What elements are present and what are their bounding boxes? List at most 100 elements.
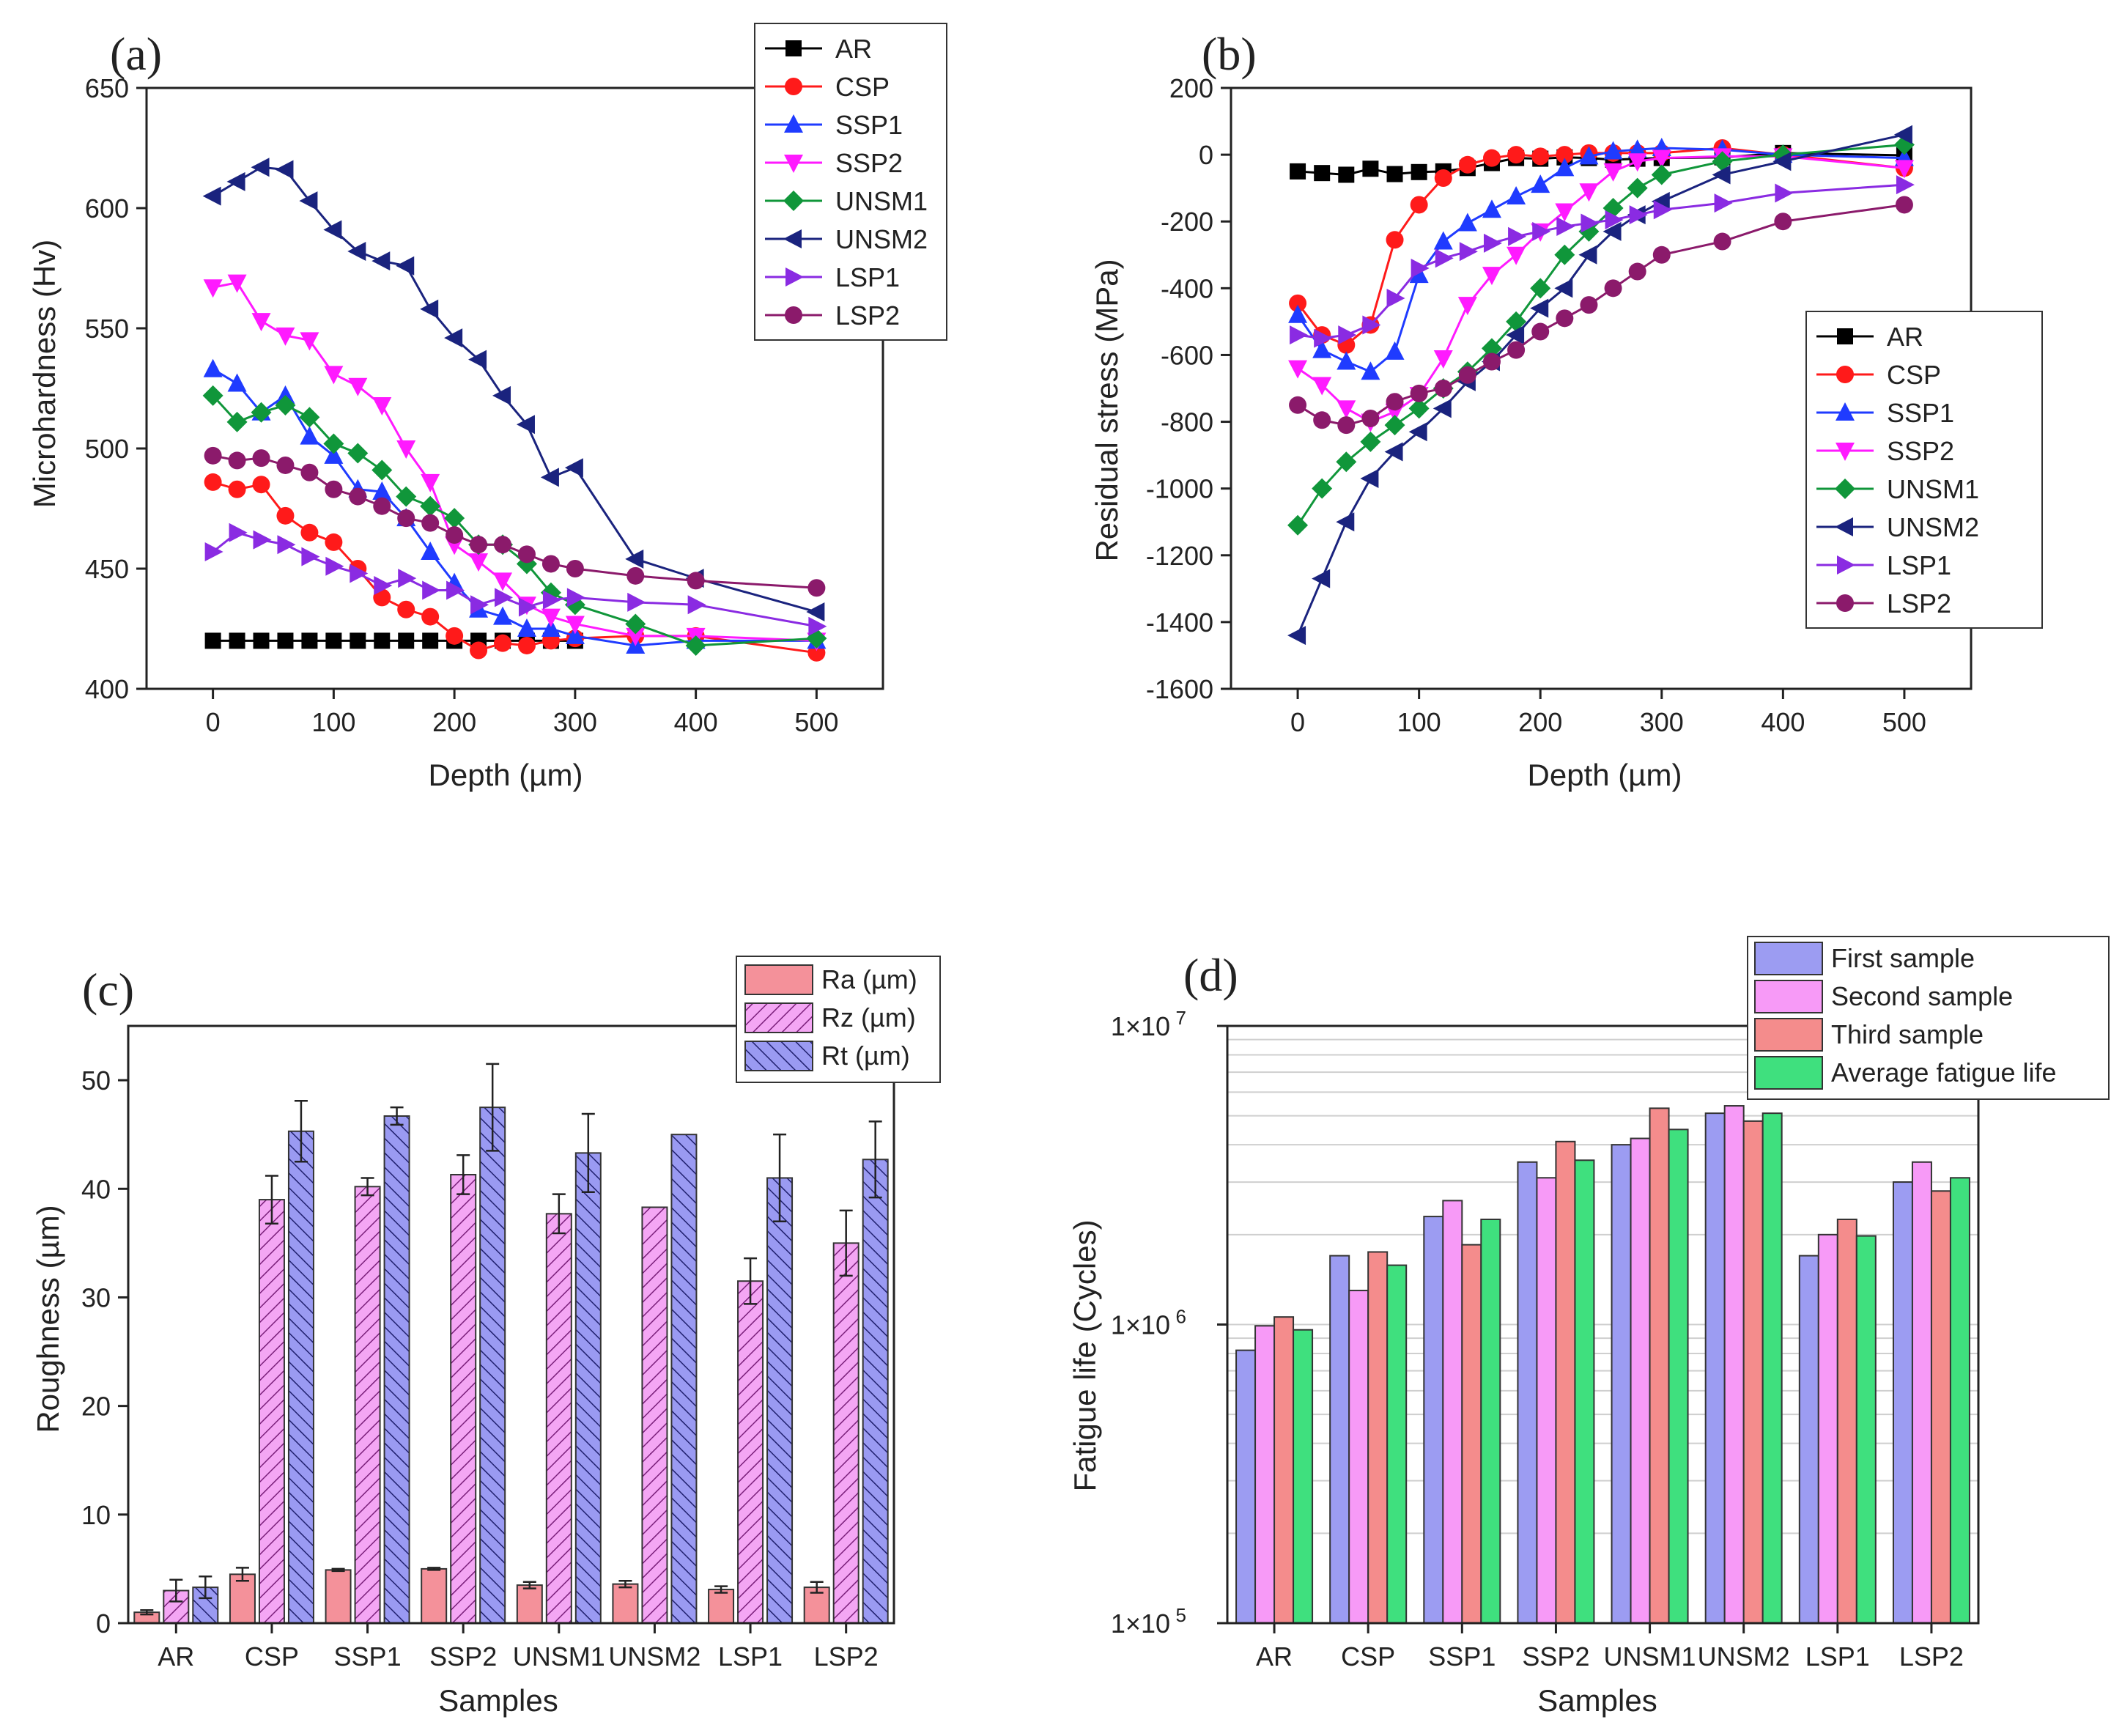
panel-c-legend-entry-rz-m: Rz (µm) bbox=[744, 1002, 916, 1033]
panel-a-unsm2-point bbox=[806, 602, 825, 622]
panel-d-bar-first-sample bbox=[1235, 1349, 1257, 1624]
panel-c-x-tick-label: SSP2 bbox=[429, 1641, 497, 1672]
chart-panel-a: (a) Depth (µm) Microhardness (Hv) 0 100 20… bbox=[27, 23, 947, 792]
panel-a-ar-point bbox=[204, 632, 221, 649]
panel-b-lsp2-point bbox=[1556, 309, 1574, 328]
panel-c-x-tick-label: LSP1 bbox=[718, 1641, 783, 1672]
panel-a-csp-point bbox=[494, 634, 512, 652]
panel-a-ssp2-point bbox=[203, 279, 223, 298]
panel-d-legend-swatch bbox=[1754, 1018, 1823, 1052]
panel-b-unsm1-point bbox=[1651, 164, 1672, 185]
panel-d-bar-second-sample bbox=[1536, 1177, 1557, 1625]
panel-a-legend-swatch-marker bbox=[785, 306, 802, 324]
panel-a-lsp1-point bbox=[627, 592, 646, 612]
panel-a-csp-point bbox=[421, 607, 440, 626]
panel-d-bar-third-sample bbox=[1649, 1107, 1670, 1624]
panel-a-unsm2-point bbox=[347, 242, 366, 262]
panel-c-bar-rz-m bbox=[354, 1186, 381, 1624]
panel-a-legend-entry-unsm1: UNSM1 bbox=[765, 186, 928, 216]
panel-a-lsp1-point bbox=[495, 588, 514, 607]
panel-a-lsp2-point bbox=[252, 449, 270, 468]
panel-a-legend-box bbox=[754, 23, 947, 341]
panel-b-ssp1-point bbox=[1579, 146, 1599, 165]
panel-d-x-tick-label: LSP2 bbox=[1899, 1641, 1964, 1672]
panel-b-legend-swatch-marker bbox=[1836, 402, 1855, 421]
panel-d-legend-entry-first-sample: First sample bbox=[1754, 942, 1975, 975]
chart-panel-b: (b) Depth (µm) Residual stress (MPa) 0 10… bbox=[1090, 28, 2043, 792]
panel-a-lsp2-point bbox=[626, 566, 645, 585]
panel-d-legend-label: Second sample bbox=[1831, 981, 2013, 1011]
panel-d-legend-entry-second-sample: Second sample bbox=[1754, 980, 2013, 1013]
panel-b-legend-swatch-marker bbox=[1837, 555, 1855, 575]
panel-b-unsm2-point bbox=[1651, 191, 1670, 211]
panel-a-lsp1-point bbox=[398, 569, 417, 588]
panel-b-ar-point bbox=[1314, 165, 1331, 182]
panel-b-legend-entry-csp: CSP bbox=[1816, 360, 1941, 390]
panel-b-ar-point bbox=[1338, 166, 1355, 183]
panel-b-csp-point bbox=[1531, 147, 1550, 166]
panel-a-lsp1-point bbox=[518, 597, 537, 617]
panel-b-lsp2-point bbox=[1774, 213, 1792, 231]
panel-c-bar-rt-m bbox=[479, 1107, 506, 1624]
panel-a-x-tick-label: 400 bbox=[674, 707, 718, 737]
panel-b-lsp2-point bbox=[1410, 384, 1428, 402]
panel-b-unsm1-point bbox=[1554, 244, 1575, 265]
panel-a-unsm2-point bbox=[299, 191, 318, 211]
panel-c-label: (c) bbox=[82, 964, 134, 1016]
panel-b-legend-label: LSP2 bbox=[1887, 588, 1951, 618]
panel-c-legend-entry-ra-m: Ra (µm) bbox=[744, 964, 917, 995]
panel-a-legend-swatch-marker bbox=[783, 229, 802, 248]
panel-a-unsm2-point bbox=[226, 171, 245, 191]
panel-a-unsm2-point bbox=[323, 220, 342, 240]
panel-a-series-ssp1 bbox=[203, 358, 827, 654]
panel-b-lsp1-point bbox=[1435, 248, 1454, 268]
panel-d-y-tick-label: 1×10 7 bbox=[1111, 1007, 1186, 1041]
panel-b-unsm1-point bbox=[1312, 478, 1333, 499]
panel-a-x-tick-label: 300 bbox=[553, 707, 597, 737]
panel-b-lsp2-point bbox=[1482, 352, 1501, 371]
panel-a-unsm1-point bbox=[347, 443, 369, 464]
panel-b-ar-point bbox=[1411, 163, 1427, 180]
panel-d-x-tick-label: UNSM2 bbox=[1698, 1641, 1790, 1672]
panel-b-ssp2-point bbox=[1627, 153, 1647, 172]
panel-a-legend-swatch-marker bbox=[785, 267, 804, 287]
panel-c-bar-ra-m bbox=[325, 1569, 352, 1624]
panel-b-lsp1-point bbox=[1411, 259, 1430, 278]
panel-a-lsp1-point bbox=[374, 575, 393, 595]
panel-b-unsm2-point bbox=[1360, 469, 1379, 488]
panel-a-lsp2-point bbox=[470, 536, 488, 554]
panel-d-x-tick-label: UNSM1 bbox=[1604, 1641, 1696, 1672]
panel-a-lsp2-point bbox=[566, 560, 584, 577]
panel-a-unsm1-point bbox=[323, 433, 344, 454]
panel-a-csp-point bbox=[252, 476, 270, 494]
panel-d-bar-second-sample bbox=[1254, 1325, 1276, 1625]
panel-b-unsm2-point bbox=[1432, 399, 1452, 418]
panel-d-y-axis-title: Fatigue life (Cycles) bbox=[1068, 1219, 1102, 1491]
panel-a-series-lsp2 bbox=[204, 446, 826, 597]
panel-c-bar-rz-m bbox=[258, 1199, 285, 1625]
panel-b-ssp1-point bbox=[1457, 213, 1477, 232]
panel-b-legend-entry-ar: AR bbox=[1816, 322, 1923, 352]
panel-a-x-tick-label: 500 bbox=[794, 707, 838, 737]
panel-a-unsm1-point bbox=[251, 402, 272, 423]
panel-c-legend-swatch bbox=[744, 1002, 813, 1033]
panel-a-lsp1-point bbox=[301, 547, 320, 566]
panel-a-label: (a) bbox=[110, 28, 162, 80]
panel-b-ssp2-point bbox=[1312, 377, 1332, 396]
panel-b-ssp1-point bbox=[1555, 158, 1575, 177]
panel-a-legend-entry-lsp1: LSP1 bbox=[765, 262, 900, 292]
panel-a-lsp2-point bbox=[325, 480, 343, 498]
panel-a-lsp2-point bbox=[373, 497, 391, 515]
panel-c-x-tick-label: UNSM2 bbox=[608, 1641, 700, 1672]
panel-a-lsp2-point bbox=[687, 572, 705, 590]
panel-c-legend-entry-rt-m: Rt (µm) bbox=[744, 1041, 910, 1071]
panel-a-lsp2-point bbox=[276, 456, 295, 474]
panel-a-ssp2-point bbox=[626, 627, 646, 646]
panel-b-lsp2-point bbox=[1337, 416, 1356, 435]
panel-b-unsm1-point bbox=[1384, 415, 1405, 436]
panel-b-lsp2-point bbox=[1361, 410, 1380, 427]
panel-a-plot-frame bbox=[145, 86, 884, 690]
panel-a-unsm1-point bbox=[685, 635, 706, 656]
panel-b-ssp2-point bbox=[1337, 400, 1356, 419]
panel-c-plot-frame bbox=[127, 1024, 895, 1625]
